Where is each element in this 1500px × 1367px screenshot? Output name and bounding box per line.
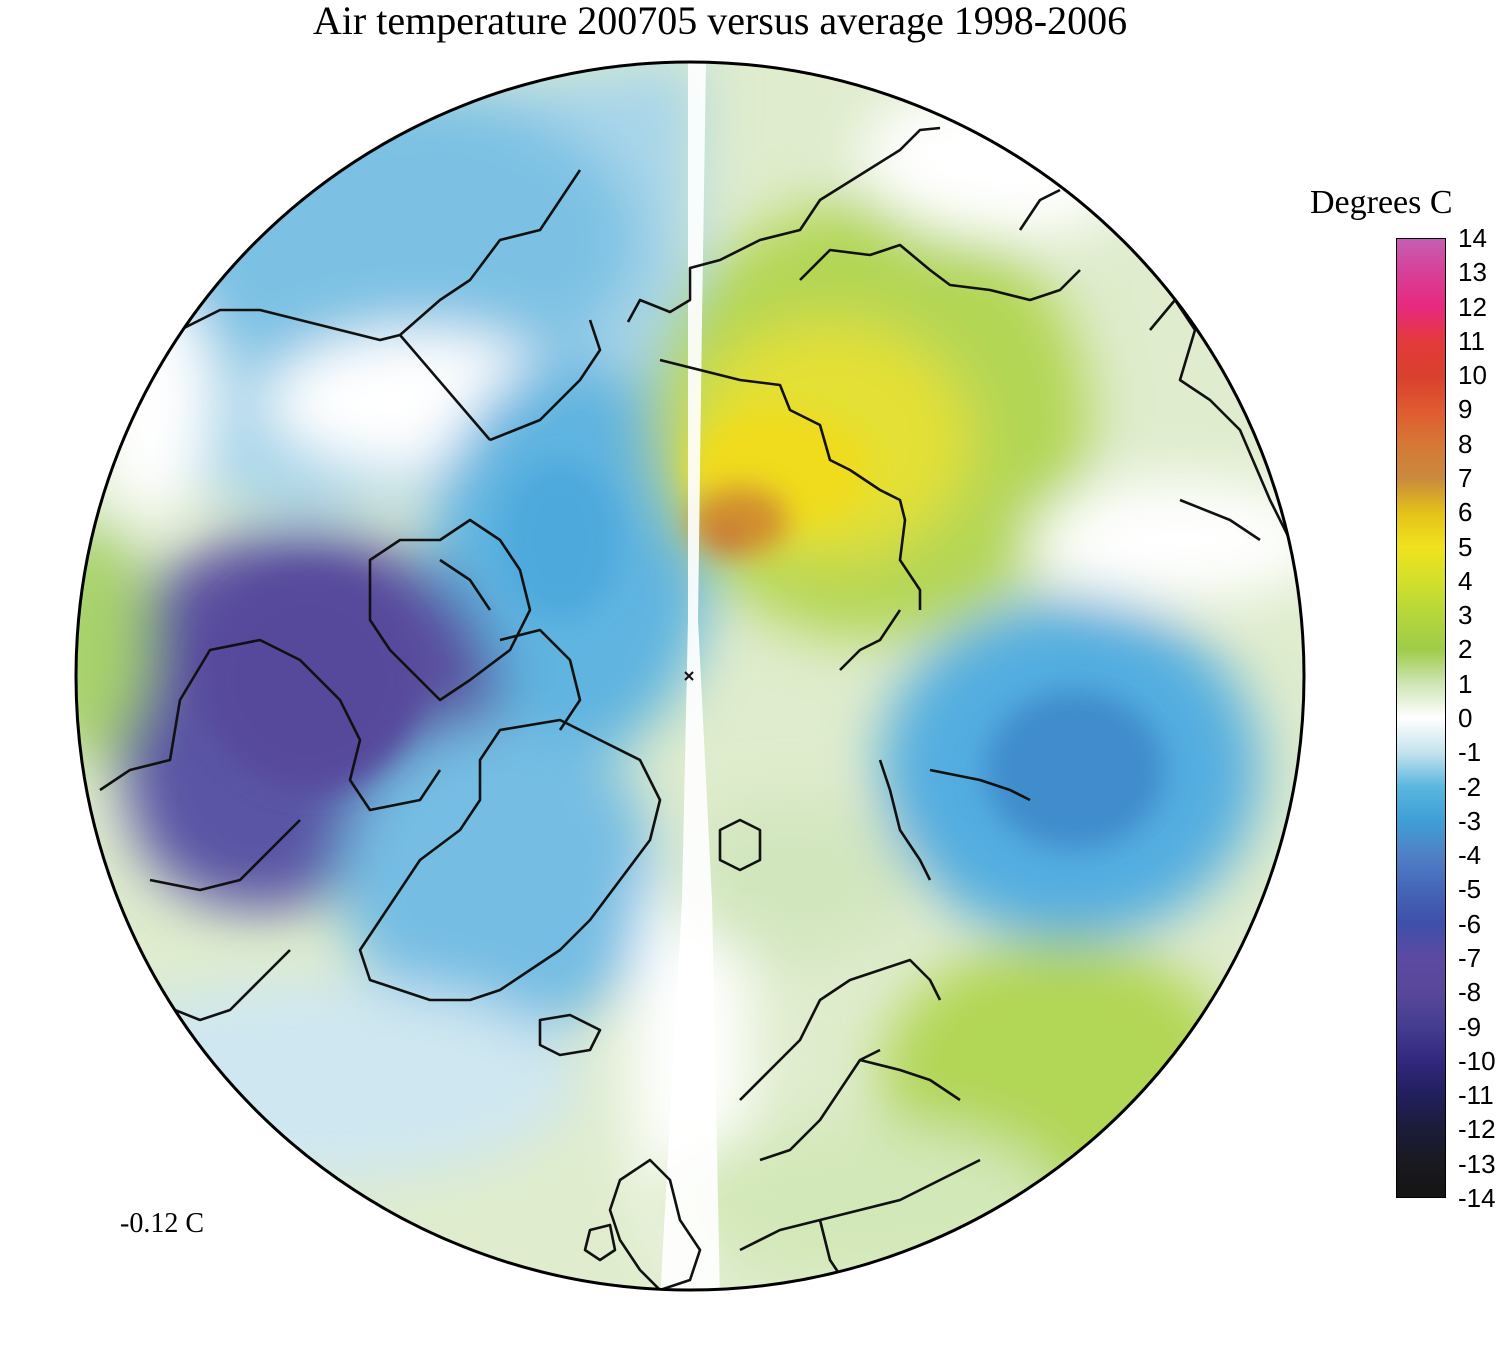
color-scale-tick-label: -7 xyxy=(1458,943,1482,973)
map-boundary xyxy=(74,60,1306,1292)
color-scale-tick-label: 11 xyxy=(1458,325,1485,356)
color-scale-tick-label: 4 xyxy=(1458,565,1473,596)
color-scale-tick-label: -11 xyxy=(1458,1080,1494,1111)
color-scale-tick-label: 2 xyxy=(1458,634,1473,665)
color-scale-tick-label: 12 xyxy=(1458,291,1487,322)
color-scale-tick-label: 14 xyxy=(1458,223,1487,253)
color-scale-tick-label: -14 xyxy=(1458,1183,1496,1213)
color-scale-tick-label: 6 xyxy=(1458,497,1473,528)
color-scale-tick-label: -3 xyxy=(1458,805,1482,836)
color-scale-tick-label: 8 xyxy=(1458,428,1473,459)
color-scale-tick-label: 13 xyxy=(1458,257,1487,288)
color-scale-tick-label: 10 xyxy=(1458,360,1487,391)
color-scale-tick-label: 3 xyxy=(1458,600,1473,631)
color-scale-tick-label: 7 xyxy=(1458,463,1473,493)
legend-title: Degrees C xyxy=(1310,184,1453,221)
north-pole-marker xyxy=(684,671,694,681)
color-scale-tick-label: -2 xyxy=(1458,771,1482,802)
color-scale-tick-label: -10 xyxy=(1458,1045,1496,1076)
color-scale-tick-label: 0 xyxy=(1458,703,1473,733)
temperature-anomaly-field xyxy=(76,62,1304,1290)
mean-anomaly-label: -0.12 C xyxy=(120,1208,204,1239)
color-scale-tick-label: -5 xyxy=(1458,874,1482,905)
color-scale-tick-label: -13 xyxy=(1458,1148,1496,1179)
color-scale-tick-label: -6 xyxy=(1458,908,1482,939)
color-scale-tick-label: 9 xyxy=(1458,394,1473,425)
color-scale-tick-label: -9 xyxy=(1458,1011,1482,1042)
color-scale-bar xyxy=(1396,238,1446,1198)
color-scale-tick-label: -4 xyxy=(1458,840,1482,871)
color-scale-tick-label: 1 xyxy=(1458,668,1473,699)
color-scale-tick-label: 5 xyxy=(1458,531,1473,562)
color-scale-tick-label: -12 xyxy=(1458,1114,1496,1145)
color-scale-tick-label: -1 xyxy=(1458,737,1482,768)
color-scale-tick-label: -8 xyxy=(1458,977,1482,1008)
map-title: Air temperature 200705 versus average 19… xyxy=(312,0,1128,43)
